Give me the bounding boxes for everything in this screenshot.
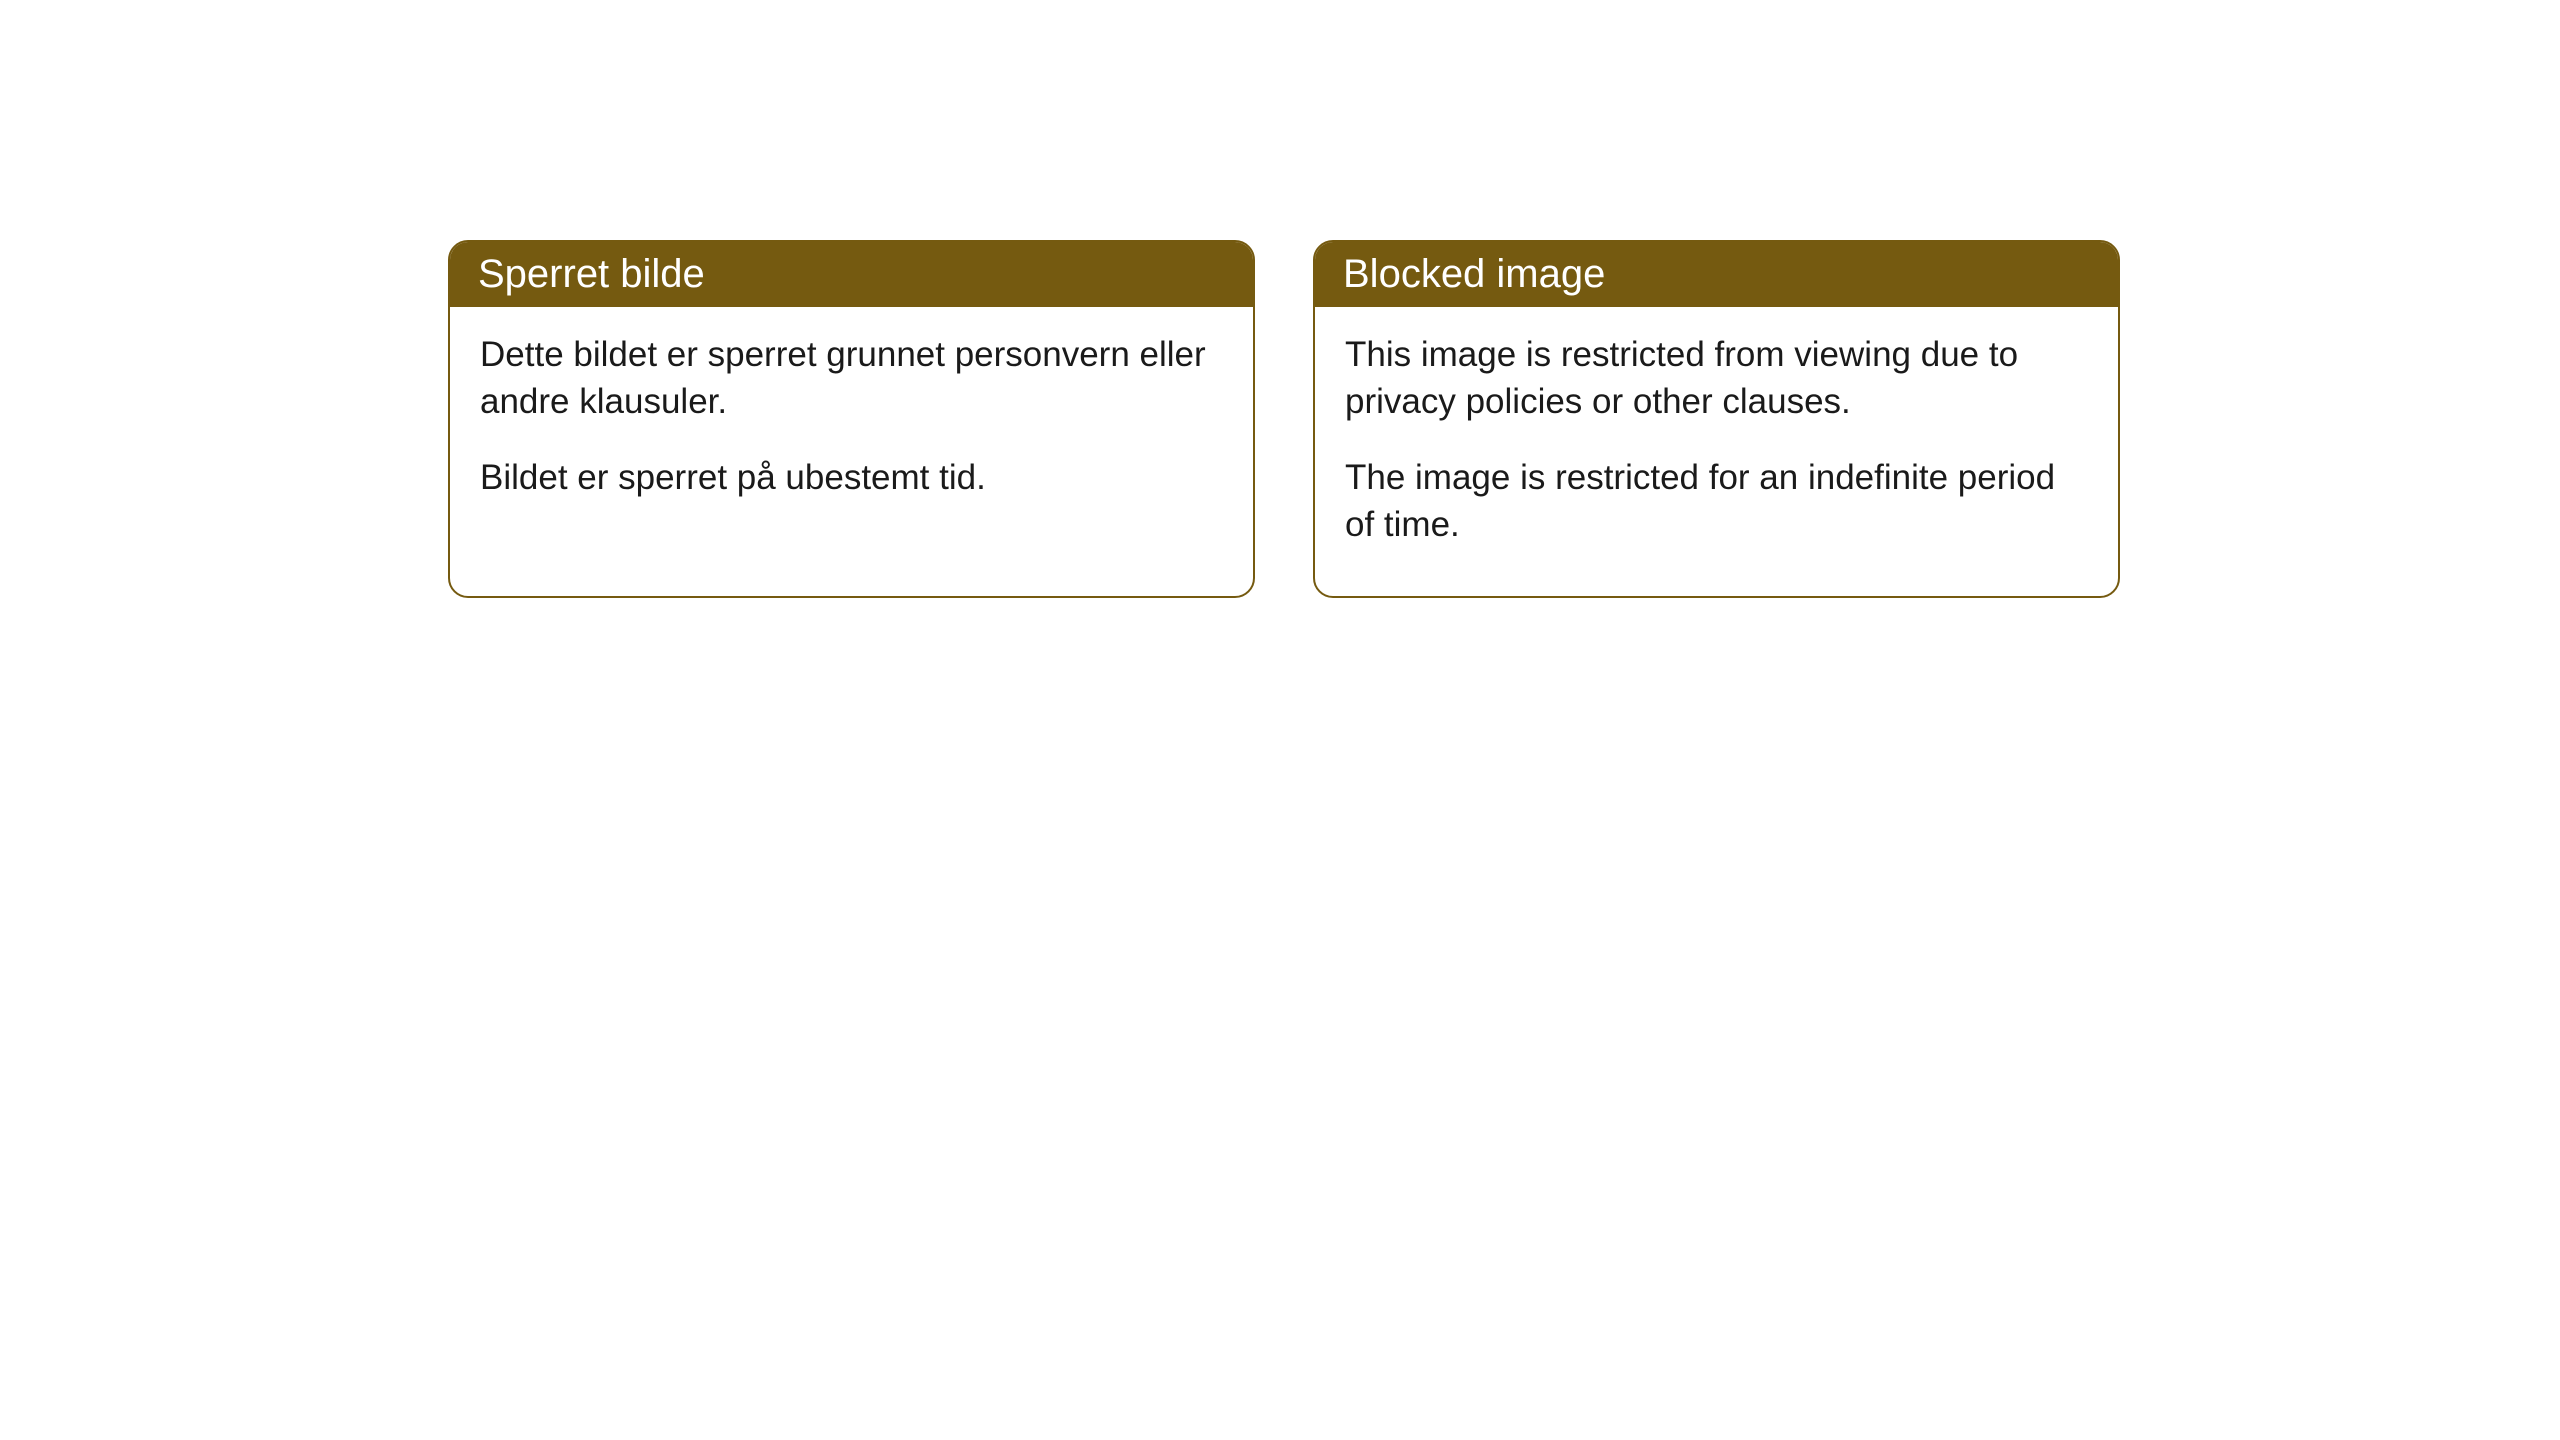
card-paragraph: Bildet er sperret på ubestemt tid. [480, 454, 1223, 501]
card-paragraph: The image is restricted for an indefinit… [1345, 454, 2088, 549]
card-header: Sperret bilde [450, 242, 1253, 307]
cards-container: Sperret bilde Dette bildet er sperret gr… [0, 0, 2560, 598]
card-body: This image is restricted from viewing du… [1315, 307, 2118, 596]
blocked-image-card-en: Blocked image This image is restricted f… [1313, 240, 2120, 598]
blocked-image-card-no: Sperret bilde Dette bildet er sperret gr… [448, 240, 1255, 598]
card-body: Dette bildet er sperret grunnet personve… [450, 307, 1253, 549]
card-paragraph: This image is restricted from viewing du… [1345, 331, 2088, 426]
card-header: Blocked image [1315, 242, 2118, 307]
card-paragraph: Dette bildet er sperret grunnet personve… [480, 331, 1223, 426]
